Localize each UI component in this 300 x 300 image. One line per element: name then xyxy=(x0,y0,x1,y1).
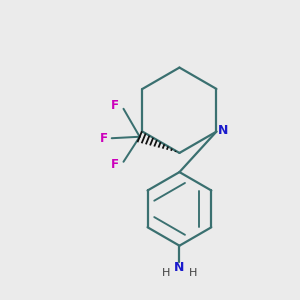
Text: H: H xyxy=(188,268,197,278)
Text: F: F xyxy=(111,158,119,171)
Text: H: H xyxy=(162,268,170,278)
Text: F: F xyxy=(111,99,119,112)
Text: N: N xyxy=(174,261,184,274)
Text: N: N xyxy=(218,124,228,136)
Text: F: F xyxy=(100,132,107,145)
